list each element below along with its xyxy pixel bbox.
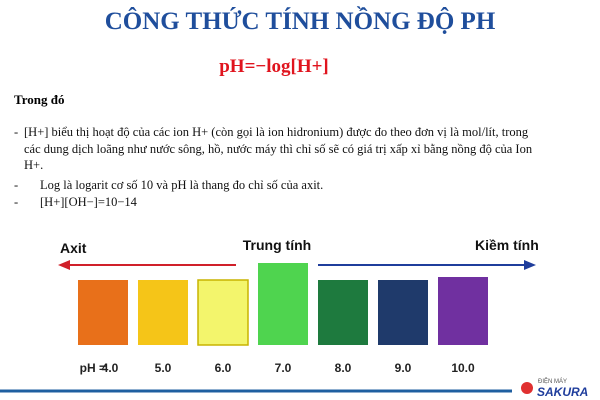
section-heading: Trong đó (14, 92, 65, 107)
logo-small: ĐIỆN MÁY (538, 377, 567, 385)
ph-value: 7.0 (275, 361, 292, 375)
ph-block (438, 277, 488, 345)
logo-brand: SAKURA (537, 385, 588, 399)
acid-label: Axit (60, 240, 87, 256)
ph-block (138, 280, 188, 345)
ph-value: 8.0 (335, 361, 352, 375)
base-label: Kiềm tính (475, 237, 539, 253)
ph-block (78, 280, 128, 345)
bullet-text: [H+][OH−]=10−14 (40, 195, 137, 209)
bullet-marker: - (14, 178, 19, 192)
bullet-marker: - (14, 195, 19, 209)
bullet-text: [H+] biểu thị hoạt độ của các ion H+ (cò… (24, 125, 533, 172)
ph-value: 10.0 (451, 361, 475, 375)
ph-block (378, 280, 428, 345)
ph-value: 9.0 (395, 361, 412, 375)
bullet-text: Log là logarit cơ số 10 và pH là thang đ… (40, 178, 324, 192)
acid-arrowhead (58, 260, 70, 270)
ph-prefix: pH = (80, 361, 106, 375)
ph-value: 5.0 (155, 361, 172, 375)
formula: pH=−log[H+] (219, 56, 329, 77)
ph-value: 4.0 (102, 361, 119, 375)
logo-icon (521, 382, 533, 394)
ph-block (197, 279, 249, 346)
base-arrowhead (524, 260, 536, 270)
ph-block (318, 280, 368, 345)
ph-block (258, 263, 308, 345)
ph-value: 6.0 (215, 361, 232, 375)
bullet-marker: - (14, 125, 19, 139)
title: CÔNG THỨC TÍNH NỒNG ĐỘ PH (104, 8, 496, 35)
neutral-label: Trung tính (243, 237, 311, 253)
